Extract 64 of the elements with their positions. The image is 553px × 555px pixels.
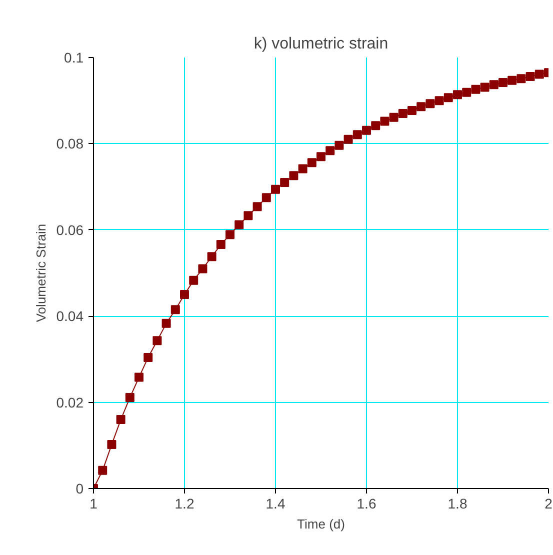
point xyxy=(398,109,408,118)
point xyxy=(116,415,126,424)
point xyxy=(107,440,116,450)
x-tick-label: 1 xyxy=(90,496,98,512)
point xyxy=(170,305,180,314)
x-tick-label: 1.8 xyxy=(448,496,468,512)
point xyxy=(326,146,335,156)
point xyxy=(389,112,398,122)
point xyxy=(480,82,490,92)
y-tick-label: 0.02 xyxy=(56,394,84,410)
point xyxy=(316,152,326,162)
point xyxy=(298,164,308,174)
point xyxy=(162,318,171,328)
y-tick-label: 0.1 xyxy=(64,50,84,66)
chart-title: k) volumetric strain xyxy=(254,36,388,52)
point xyxy=(289,171,298,180)
point xyxy=(280,178,290,187)
point xyxy=(334,140,344,150)
point xyxy=(380,116,390,126)
point xyxy=(534,70,544,79)
point xyxy=(234,220,244,230)
x-axis-title: Time (d) xyxy=(297,516,345,532)
point xyxy=(453,90,462,100)
point xyxy=(508,76,517,85)
point xyxy=(262,193,271,202)
point xyxy=(371,121,380,130)
point xyxy=(271,184,280,194)
point xyxy=(226,230,234,240)
point xyxy=(471,84,480,94)
point xyxy=(152,336,162,346)
x-tick-label: 2 xyxy=(544,496,553,512)
y-tick-label: 0.06 xyxy=(56,222,84,238)
point xyxy=(252,202,262,212)
point xyxy=(144,352,153,362)
x-tick-label: 1.2 xyxy=(174,496,194,512)
point xyxy=(498,78,508,87)
point xyxy=(408,106,416,116)
point xyxy=(189,276,198,285)
point xyxy=(416,102,426,112)
point xyxy=(526,72,535,81)
point xyxy=(198,264,208,274)
point xyxy=(125,393,134,402)
point xyxy=(444,93,453,102)
point xyxy=(134,372,144,382)
point xyxy=(516,74,526,84)
y-tick-label: 0.04 xyxy=(56,308,84,324)
x-tick-label: 1.6 xyxy=(356,496,376,512)
y-tick-label: 0 xyxy=(76,480,84,496)
point xyxy=(426,99,435,108)
point xyxy=(489,80,498,90)
point xyxy=(180,290,189,300)
point xyxy=(307,158,316,168)
point xyxy=(344,134,353,144)
y-tick-label: 0.08 xyxy=(56,136,84,152)
point xyxy=(216,240,226,250)
point xyxy=(98,466,108,475)
point xyxy=(352,130,362,140)
point xyxy=(207,252,216,262)
point xyxy=(462,88,472,97)
point xyxy=(244,211,253,220)
point xyxy=(434,96,444,106)
point xyxy=(362,126,371,135)
x-tick-label: 1.4 xyxy=(266,496,286,512)
y-axis-title: Volumetric Strain xyxy=(33,224,48,322)
